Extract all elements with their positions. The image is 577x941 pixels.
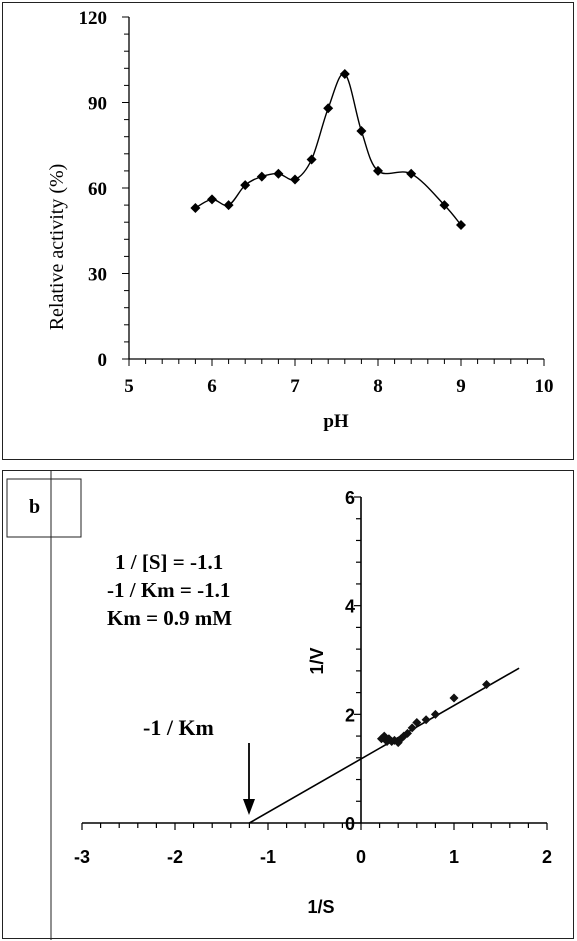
y-tick-label: 4 [345, 597, 355, 617]
chart-a-svg: 5 6 7 8 9 10 0 30 60 90 120 pH Relative activity (… [46, 8, 554, 432]
data-point [356, 126, 367, 136]
annotation-line-3: Km = 0.9 mM [107, 606, 232, 630]
arrow-label: -1 / Km [143, 715, 214, 740]
chart-b-ylabel: 1/V [307, 647, 327, 674]
x-tick-label: 0 [356, 847, 366, 867]
data-point [273, 168, 284, 179]
data-point [240, 180, 251, 191]
x-tick-label: 7 [290, 376, 300, 397]
y-tick-label: 2 [345, 705, 355, 725]
panel-b-tag: b [29, 496, 40, 518]
y-tick-label: 6 [345, 488, 355, 508]
chart-b-tick-labels: -3 -2 -1 0 1 2 0 2 4 6 [74, 488, 552, 867]
x-tick-label: 9 [456, 376, 466, 397]
data-point [399, 731, 409, 741]
chart-a-ticks [122, 16, 545, 366]
data-point [290, 174, 300, 185]
data-point [430, 709, 440, 719]
chart-a-points [190, 69, 466, 231]
data-point [256, 171, 267, 182]
chart-b-ticks [81, 496, 548, 830]
x-tick-label: 10 [535, 376, 554, 397]
data-point [439, 200, 450, 211]
data-point [407, 723, 417, 733]
chart-a-ylabel: Relative activity (%) [46, 164, 68, 331]
chart-b-fit-line [249, 667, 520, 824]
data-point [373, 165, 383, 176]
x-tick-label: 1 [449, 847, 459, 867]
chart-b-points [376, 679, 492, 748]
y-tick-label: 30 [88, 265, 107, 286]
panel-b-tag-box [6, 478, 82, 538]
data-point [223, 200, 234, 211]
data-point [207, 194, 217, 205]
y-tick-label: 0 [345, 814, 355, 834]
y-tick-label: 0 [98, 350, 108, 371]
annotation-line-1: 1 / [S] = -1.1 [115, 550, 223, 574]
data-point [449, 693, 459, 703]
data-point [323, 103, 334, 114]
x-tick-label: 6 [207, 376, 217, 397]
y-tick-label: 120 [79, 8, 108, 29]
data-point [403, 728, 412, 738]
x-tick-label: -3 [74, 847, 90, 867]
data-point [412, 717, 422, 727]
chart-a-xlabel: pH [323, 411, 349, 432]
chart-panel-b: b -3 -2 -1 0 1 2 0 2 4 6 1 / [S] = -1.1 -1 / Km =… [2, 470, 574, 940]
x-tick-label: 5 [124, 376, 134, 397]
y-tick-label: 60 [88, 179, 107, 200]
y-tick-label: 90 [88, 94, 107, 115]
data-point [190, 202, 201, 213]
chart-b-svg: b -3 -2 -1 0 1 2 0 2 4 6 1 / [S] = -1.1 -1 / Km =… [6, 471, 552, 940]
chart-a-tick-labels: 5 6 7 8 9 10 0 30 60 90 120 [79, 8, 554, 397]
x-tick-label: 8 [373, 376, 383, 397]
x-tick-label: -1 [260, 847, 276, 867]
chart-a-series-line [195, 73, 462, 226]
data-point [339, 69, 350, 79]
x-tick-label: 2 [542, 847, 552, 867]
km-arrow-head [243, 799, 255, 815]
data-point [482, 679, 492, 689]
annotation-line-2: -1 / Km = -1.1 [107, 578, 230, 602]
chart-panel-a: 5 6 7 8 9 10 0 30 60 90 120 pH Relative activity (… [2, 2, 574, 460]
data-point [421, 715, 431, 725]
chart-b-xlabel: 1/S [307, 897, 334, 917]
x-tick-label: -2 [167, 847, 183, 867]
data-point [306, 154, 317, 165]
data-point [456, 220, 466, 231]
data-point [406, 168, 417, 179]
